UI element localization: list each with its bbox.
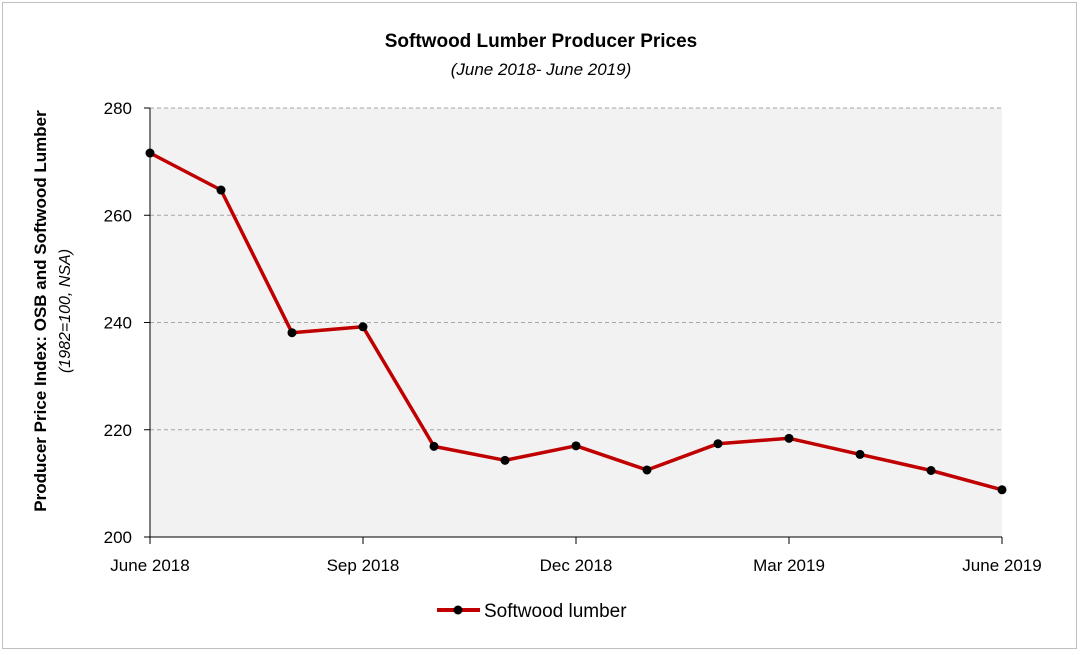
x-tick-labels: June 2018 Sep 2018 Dec 2018 Mar 2019 June 20… bbox=[110, 556, 1041, 575]
x-tick-label: Dec 2018 bbox=[540, 556, 613, 575]
y-tick-labels: 200 220 240 260 280 bbox=[104, 99, 132, 547]
data-point-4 bbox=[429, 441, 439, 451]
y-tick-label: 220 bbox=[104, 421, 132, 440]
y-axis-label: Producer Price Index: OSB and Softwood L… bbox=[31, 110, 50, 512]
data-point-3 bbox=[358, 322, 368, 332]
y-tick-label: 260 bbox=[104, 206, 132, 225]
chart-subtitle: (June 2018- June 2019) bbox=[451, 60, 632, 79]
data-point-1 bbox=[216, 185, 226, 195]
y-tick-label: 240 bbox=[104, 314, 132, 333]
x-tick-label: June 2019 bbox=[962, 556, 1041, 575]
y-tick-label: 200 bbox=[104, 528, 132, 547]
chart-title: Softwood Lumber Producer Prices bbox=[385, 31, 698, 52]
axes bbox=[144, 107, 1003, 544]
legend: Softwood lumber bbox=[437, 601, 627, 622]
data-point-11 bbox=[926, 466, 936, 476]
x-tick-label: Mar 2019 bbox=[753, 556, 825, 575]
data-point-12 bbox=[997, 485, 1007, 495]
data-point-6 bbox=[571, 441, 581, 451]
series-softwood-lumber bbox=[145, 148, 1007, 495]
legend-label-softwood-lumber: Softwood lumber bbox=[484, 601, 627, 622]
x-tick-label: Sep 2018 bbox=[327, 556, 400, 575]
data-point-9 bbox=[784, 433, 794, 443]
data-point-5 bbox=[500, 455, 510, 465]
y-axis-subtitle: (1982=100, NSA) bbox=[57, 249, 74, 373]
y-tick-label: 280 bbox=[104, 99, 132, 118]
y-axis-title: Producer Price Index: OSB and Softwood L… bbox=[31, 110, 50, 512]
data-point-7 bbox=[642, 465, 652, 475]
data-point-0 bbox=[145, 148, 155, 158]
x-tick-label: June 2018 bbox=[110, 556, 189, 575]
data-point-8 bbox=[713, 439, 723, 449]
legend-marker bbox=[453, 605, 463, 615]
data-point-2 bbox=[287, 328, 297, 338]
data-point-10 bbox=[855, 449, 865, 459]
y-axis-units-label: (1982=100, NSA) bbox=[57, 249, 74, 373]
gridlines bbox=[150, 107, 1002, 431]
